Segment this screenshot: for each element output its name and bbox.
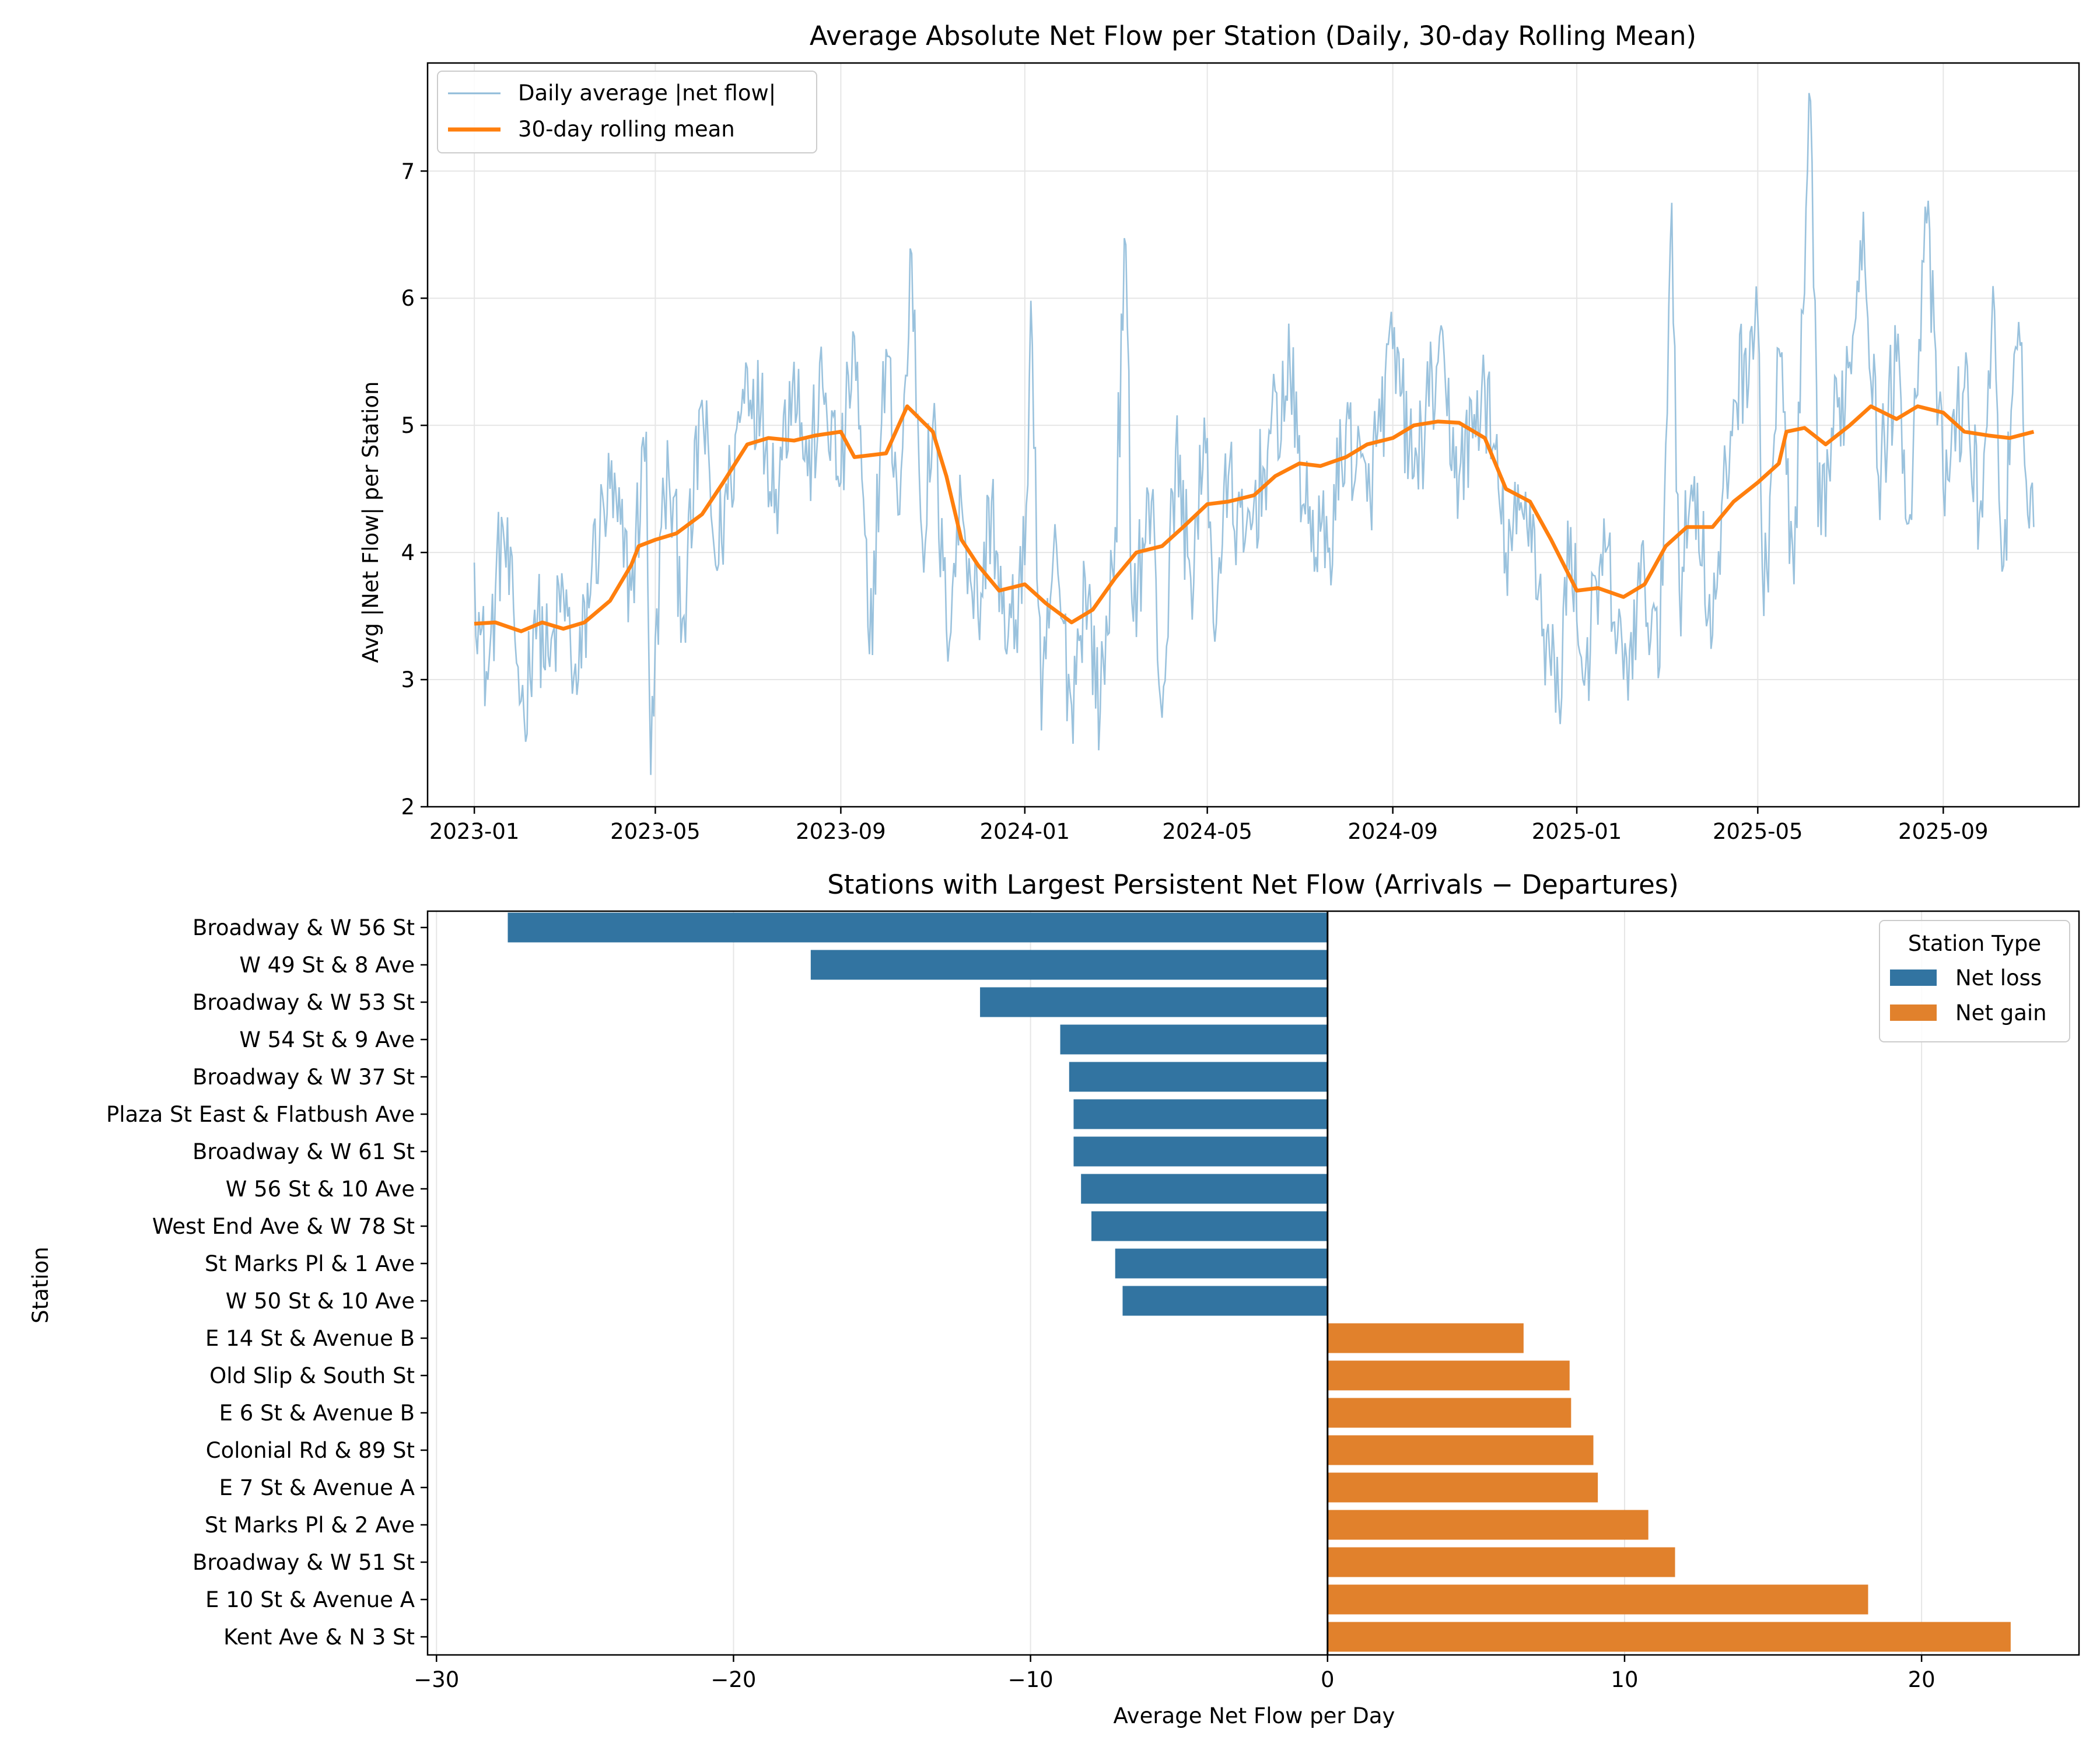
legend-net-loss-swatch [1890, 970, 1937, 986]
x-tick-label: 2024-09 [1348, 819, 1438, 844]
legend-net-gain-label: Net gain [1955, 1000, 2047, 1026]
y-tick-label: West End Ave & W 78 St [152, 1214, 415, 1239]
bar-e-14-st-avenue-b [1327, 1323, 1524, 1353]
line-chart-legend: Daily average |net flow| 30-day rolling … [437, 71, 817, 153]
y-tick-label: W 50 St & 10 Ave [226, 1289, 415, 1314]
y-tick-label: 4 [401, 540, 415, 565]
bar-chart-grid [436, 911, 1923, 1655]
line-chart-x-axis: 2023-01 2023-05 2023-09 2024-01 2024-05 2024-… [429, 807, 1989, 844]
x-tick-label: 2025-09 [1898, 819, 1989, 844]
y-tick-label: Kent Ave & N 3 St [223, 1625, 415, 1650]
y-tick-label: Broadway & W 53 St [192, 990, 415, 1015]
bar-broadway-w-51-st [1327, 1547, 1675, 1577]
bar-kent-ave-n-3-st [1327, 1622, 2011, 1652]
bar-st-marks-pl-2-ave [1327, 1510, 1648, 1540]
line-chart: Average Absolute Net Flow per Station (D… [358, 20, 2080, 844]
legend-net-gain-swatch [1890, 1005, 1937, 1021]
legend-box [437, 71, 817, 153]
y-tick-label: 5 [401, 413, 415, 438]
daily-line [473, 93, 2035, 775]
y-tick-label: Plaza St East & Flatbush Ave [106, 1102, 415, 1127]
x-tick-label: 2024-05 [1162, 819, 1252, 844]
x-tick-label: 2025-01 [1532, 819, 1622, 844]
bar-e-10-st-avenue-a [1327, 1584, 1868, 1615]
y-tick-label: Broadway & W 37 St [192, 1065, 415, 1090]
x-tick-label: −20 [710, 1667, 756, 1692]
line-chart-frame [426, 62, 2080, 808]
bar-old-slip-south-st [1327, 1360, 1570, 1391]
legend-net-loss-label: Net loss [1955, 965, 2042, 991]
bar-chart-title: Stations with Largest Persistent Net Flo… [827, 869, 1679, 900]
y-tick-label: 3 [401, 667, 415, 692]
x-tick-label: 0 [1321, 1667, 1335, 1692]
x-tick-label: 2025-05 [1713, 819, 1803, 844]
bar-w-49-st-8-ave [810, 950, 1328, 980]
y-tick-label: Colonial Rd & 89 St [206, 1438, 415, 1463]
y-tick-label: St Marks Pl & 2 Ave [205, 1513, 415, 1538]
rolling-mean-line [474, 404, 2035, 634]
bar-chart: Stations with Largest Persistent Net Flo… [28, 869, 2080, 1728]
bar-e-6-st-avenue-b [1327, 1398, 1572, 1428]
bar-broadway-w-53-st [980, 987, 1328, 1017]
y-tick-label: E 6 St & Avenue B [219, 1401, 415, 1426]
bar-chart-frame [426, 910, 2080, 1656]
bar-chart-ylabel: Station [28, 1247, 53, 1324]
y-tick-label: 6 [401, 286, 415, 311]
bar-w-56-st-10-ave [1081, 1174, 1328, 1204]
bar-w-54-st-9-ave [1060, 1024, 1328, 1055]
y-tick-label: W 49 St & 8 Ave [239, 953, 415, 978]
bar-colonial-rd-89-st [1327, 1435, 1594, 1465]
legend-daily-label: Daily average |net flow| [518, 80, 776, 106]
y-tick-label: E 10 St & Avenue A [205, 1587, 415, 1612]
x-tick-label: 20 [1908, 1667, 1936, 1692]
y-tick-label: E 7 St & Avenue A [219, 1475, 415, 1500]
y-tick-label: Broadway & W 61 St [192, 1139, 415, 1164]
bar-chart-bars [508, 912, 2011, 1652]
bar-broadway-w-61-st [1073, 1136, 1328, 1167]
y-tick-label: St Marks Pl & 1 Ave [205, 1251, 415, 1276]
x-tick-label: −10 [1008, 1667, 1054, 1692]
x-tick-label: 2023-01 [429, 819, 520, 844]
line-chart-title: Average Absolute Net Flow per Station (D… [810, 20, 1696, 51]
bar-w-50-st-10-ave [1122, 1286, 1328, 1316]
bar-chart-x-axis: −30 −20 −10 0 10 20 [414, 1655, 1936, 1692]
bar-chart-xlabel: Average Net Flow per Day [1114, 1703, 1395, 1728]
legend-rolling-label: 30-day rolling mean [518, 117, 735, 142]
y-tick-label: 7 [401, 159, 415, 184]
bar-west-end-ave-w-78-st [1091, 1211, 1328, 1241]
x-tick-label: 2024-01 [980, 819, 1070, 844]
y-tick-label: Old Slip & South St [209, 1363, 415, 1388]
bar-broadway-w-56-st [508, 912, 1328, 943]
y-tick-label: W 54 St & 9 Ave [239, 1027, 415, 1052]
y-tick-label: E 14 St & Avenue B [205, 1326, 415, 1351]
bar-plaza-st-east-flatbush-ave [1073, 1099, 1328, 1129]
y-tick-label: W 56 St & 10 Ave [226, 1177, 415, 1202]
bar-chart-y-axis: Broadway & W 56 St W 49 St & 8 Ave Broadwa… [106, 915, 428, 1650]
y-tick-label: Broadway & W 56 St [192, 915, 415, 940]
x-tick-label: 2023-09 [796, 819, 886, 844]
x-tick-label: 2023-05 [610, 819, 701, 844]
x-tick-label: 10 [1611, 1667, 1638, 1692]
bar-e-7-st-avenue-a [1327, 1472, 1598, 1503]
bar-chart-legend: Station Type Net loss Net gain [1879, 920, 2070, 1042]
line-chart-series [473, 93, 2035, 775]
legend-title: Station Type [1908, 931, 2041, 956]
line-chart-y-axis: 2 3 4 5 6 7 [401, 159, 428, 820]
x-tick-label: −30 [414, 1667, 459, 1692]
y-tick-label: 2 [401, 794, 415, 820]
bar-broadway-w-37-st [1069, 1062, 1328, 1092]
line-chart-ylabel: Avg |Net Flow| per Station [358, 382, 383, 663]
bar-st-marks-pl-1-ave [1115, 1248, 1328, 1279]
y-tick-label: Broadway & W 51 St [192, 1550, 415, 1575]
